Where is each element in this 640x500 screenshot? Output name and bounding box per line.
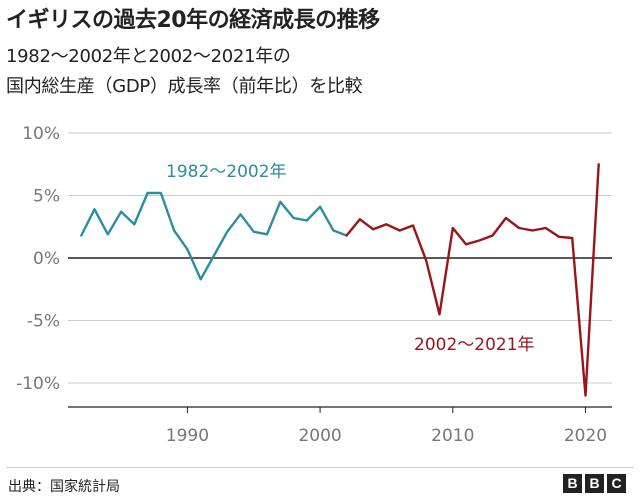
y-tick-label: 0%	[33, 249, 60, 269]
series-line-2	[345, 163, 600, 397]
x-tick-label: 2020	[564, 426, 607, 446]
gdp-growth-chart: 10% 5% 0% -5% -10% 1990 2000 2010 2020 1982～2002年…	[16, 124, 612, 446]
bbc-logo-block-3: C	[607, 474, 626, 493]
x-tick-label: 2000	[298, 426, 341, 446]
bbc-logo: B B C	[563, 474, 626, 493]
y-tick-label: 5%	[33, 187, 60, 207]
bbc-logo-block-2: B	[585, 474, 604, 493]
chart-title: イギリスの過去20年の経済成長の推移	[6, 8, 380, 33]
series-line-1	[80, 191, 348, 281]
y-tick-label: -5%	[27, 312, 60, 332]
series-label-2: 2002～2021年	[414, 335, 535, 355]
x-tick-label: 2010	[431, 426, 474, 446]
bbc-logo-block-1: B	[563, 474, 582, 493]
y-tick-label: 10%	[22, 124, 60, 144]
chart-subtitle-line-1: 1982～2002年と2002～2021年の	[6, 46, 291, 67]
chart-subtitle-line-2: 国内総生産（GDP）成長率（前年比）を比較	[6, 76, 363, 97]
series-label-1: 1982～2002年	[166, 162, 287, 182]
x-tick-label: 1990	[166, 426, 209, 446]
footer-divider	[6, 467, 634, 468]
y-tick-label: -10%	[16, 374, 60, 394]
source-note: 出典：国家統計局	[8, 479, 120, 495]
